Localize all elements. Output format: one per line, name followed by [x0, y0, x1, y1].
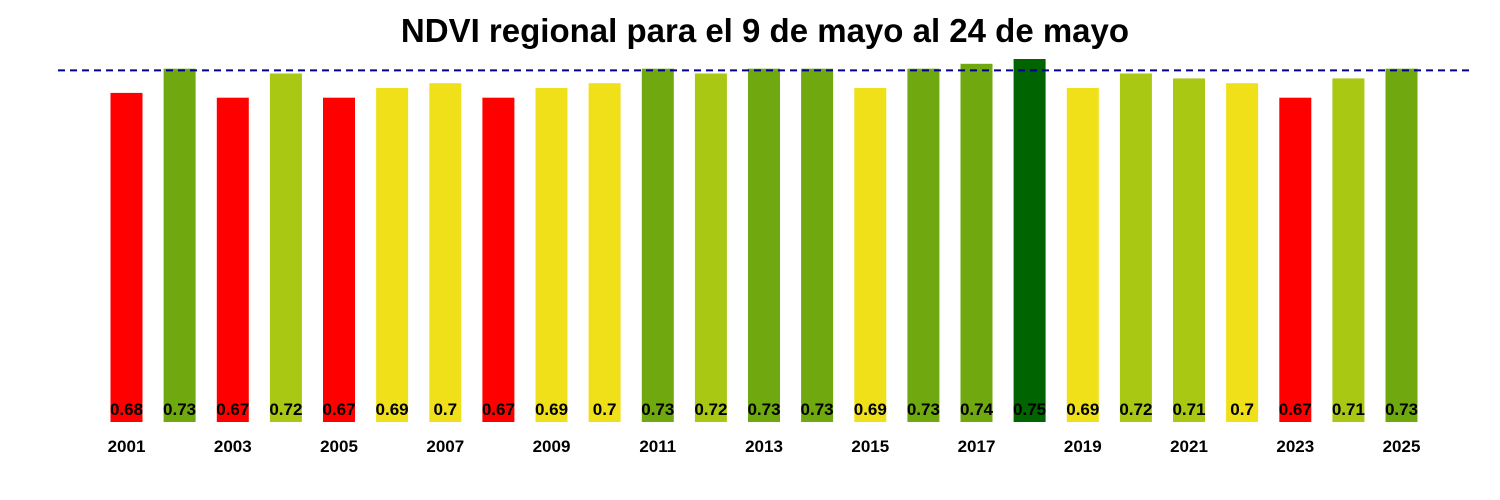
value-label-2015: 0.69 — [854, 400, 887, 419]
bar-2017 — [960, 63, 993, 423]
value-label-2006: 0.69 — [376, 400, 409, 419]
value-label-2013: 0.73 — [747, 400, 780, 419]
value-label-2019: 0.69 — [1066, 400, 1099, 419]
bars-group — [110, 59, 1418, 423]
x-tick-label-2007: 2007 — [426, 437, 464, 456]
value-label-2010: 0.7 — [593, 400, 617, 419]
value-labels-group: 0.68 0.73 0.67 0.72 0.67 0.69 0.7 0.67 0.69 0.7 0.… — [110, 400, 1418, 419]
bar-2016 — [907, 68, 940, 422]
value-label-2016: 0.73 — [907, 400, 940, 419]
value-label-2020: 0.72 — [1119, 400, 1152, 419]
x-tick-label-2003: 2003 — [214, 437, 252, 456]
x-tick-label-2005: 2005 — [320, 437, 358, 456]
value-label-2012: 0.72 — [694, 400, 727, 419]
x-tick-label-2015: 2015 — [851, 437, 889, 456]
bar-2011 — [641, 68, 674, 422]
value-label-2022: 0.7 — [1230, 400, 1254, 419]
bar-2010 — [588, 83, 621, 422]
value-label-2003: 0.67 — [216, 400, 249, 419]
chart-title: NDVI regional para el 9 de mayo al 24 de… — [400, 12, 1130, 49]
x-tick-labels-group: 2001 2003 2005 2007 2009 2011 2013 2015 2017 2019… — [108, 437, 1421, 456]
value-label-2007: 0.7 — [433, 400, 457, 419]
x-tick-label-2001: 2001 — [108, 437, 146, 456]
value-label-2009: 0.69 — [535, 400, 568, 419]
x-tick-label-2023: 2023 — [1276, 437, 1314, 456]
bar-2004 — [269, 73, 302, 422]
bar-2002 — [163, 68, 196, 422]
value-label-2025: 0.73 — [1385, 400, 1418, 419]
value-label-2014: 0.73 — [801, 400, 834, 419]
bar-2018 — [1013, 59, 1046, 422]
x-tick-label-2021: 2021 — [1170, 437, 1208, 456]
value-label-2018: 0.75 — [1013, 400, 1046, 419]
bar-2022 — [1226, 83, 1259, 422]
value-label-2011: 0.73 — [641, 400, 674, 419]
bar-2019 — [1066, 88, 1099, 422]
bar-2007 — [429, 83, 462, 422]
value-label-2021: 0.71 — [1172, 400, 1205, 419]
value-label-2024: 0.71 — [1332, 400, 1365, 419]
bar-2008 — [482, 97, 515, 422]
value-label-2005: 0.67 — [322, 400, 355, 419]
value-label-2001: 0.68 — [110, 400, 143, 419]
x-tick-label-2025: 2025 — [1383, 437, 1421, 456]
x-tick-label-2011: 2011 — [639, 437, 676, 456]
bar-2024 — [1332, 78, 1365, 423]
x-tick-label-2017: 2017 — [958, 437, 996, 456]
bar-2020 — [1119, 73, 1152, 422]
value-label-2002: 0.73 — [163, 400, 196, 419]
bar-2009 — [535, 88, 568, 422]
value-label-2017: 0.74 — [960, 400, 994, 419]
x-tick-label-2009: 2009 — [533, 437, 571, 456]
value-label-2004: 0.72 — [269, 400, 302, 419]
bar-2005 — [323, 97, 355, 422]
value-label-2008: 0.67 — [482, 400, 515, 419]
x-tick-label-2019: 2019 — [1064, 437, 1102, 456]
bar-2014 — [801, 68, 834, 422]
bar-2023 — [1279, 97, 1312, 422]
x-tick-label-2013: 2013 — [745, 437, 783, 456]
value-label-2023: 0.67 — [1279, 400, 1312, 419]
bar-2001 — [110, 92, 143, 423]
bar-2025 — [1385, 68, 1418, 422]
bar-2012 — [694, 73, 727, 422]
bar-2006 — [376, 88, 409, 422]
bar-2013 — [748, 68, 780, 422]
bar-2021 — [1173, 78, 1205, 423]
bar-2015 — [854, 88, 887, 422]
bar-2003 — [216, 97, 249, 422]
